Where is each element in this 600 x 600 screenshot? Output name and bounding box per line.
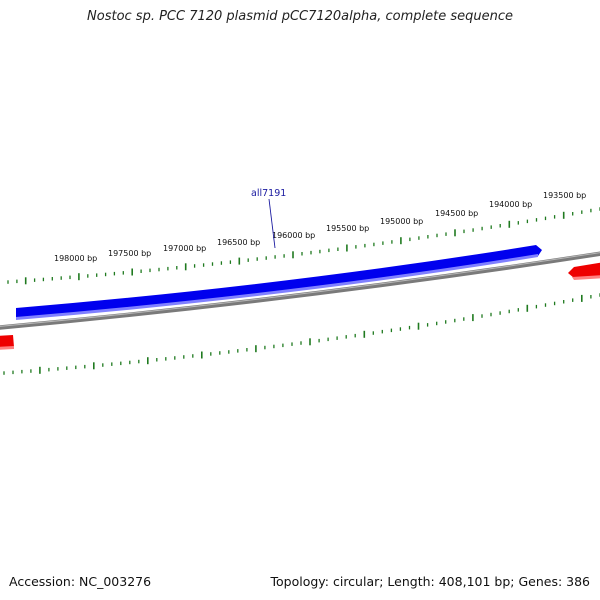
- gene-reverse-right[interactable]: [568, 262, 600, 278]
- scale-label: 198000 bp: [54, 254, 97, 263]
- map-title: Nostoc sp. PCC 7120 plasmid pCC7120alpha…: [87, 9, 513, 24]
- scale-label: 195500 bp: [326, 224, 369, 233]
- outer-scale-ticks: [7, 207, 600, 285]
- scale-label: 196500 bp: [217, 238, 260, 247]
- gene-label-all7191[interactable]: all7191: [251, 188, 286, 199]
- scale-label: 195000 bp: [380, 217, 423, 226]
- scale-labels: 198000 bp 197500 bp 197000 bp 196500 bp 1960…: [54, 191, 586, 263]
- topology-summary: Topology: circular; Length: 408,101 bp; …: [270, 574, 591, 589]
- backbone-line: [0, 251, 600, 330]
- gene-reverse-left-shadow: [0, 346, 14, 350]
- gene-label-leader: [268, 198, 276, 249]
- accession-text: Accession: NC_003276: [9, 574, 152, 589]
- scale-label: 193500 bp: [543, 191, 586, 200]
- gene-all7191[interactable]: [16, 245, 542, 319]
- gene-reverse-left[interactable]: [0, 335, 14, 348]
- gene-reverse-right-shadow: [572, 275, 600, 280]
- backbone-highlight: [0, 252, 600, 327]
- inner-scale-ticks: [3, 293, 600, 375]
- scale-label: 197000 bp: [163, 244, 206, 253]
- scale-label: 197500 bp: [108, 249, 151, 258]
- scale-label: 196000 bp: [272, 231, 315, 240]
- scale-label: 194000 bp: [489, 200, 532, 209]
- scale-label: 194500 bp: [435, 209, 478, 218]
- gene-all7191-shadow: [16, 254, 538, 320]
